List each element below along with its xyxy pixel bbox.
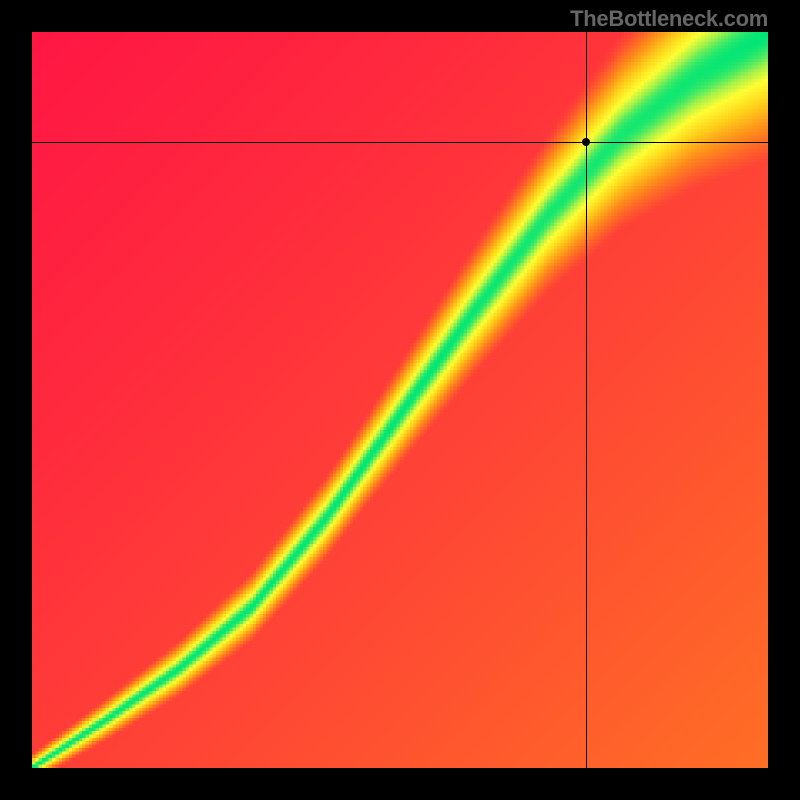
watermark-text: TheBottleneck.com: [570, 6, 768, 32]
chart-container: TheBottleneck.com: [0, 0, 800, 800]
crosshair-horizontal: [32, 142, 768, 143]
marker-dot: [582, 138, 590, 146]
